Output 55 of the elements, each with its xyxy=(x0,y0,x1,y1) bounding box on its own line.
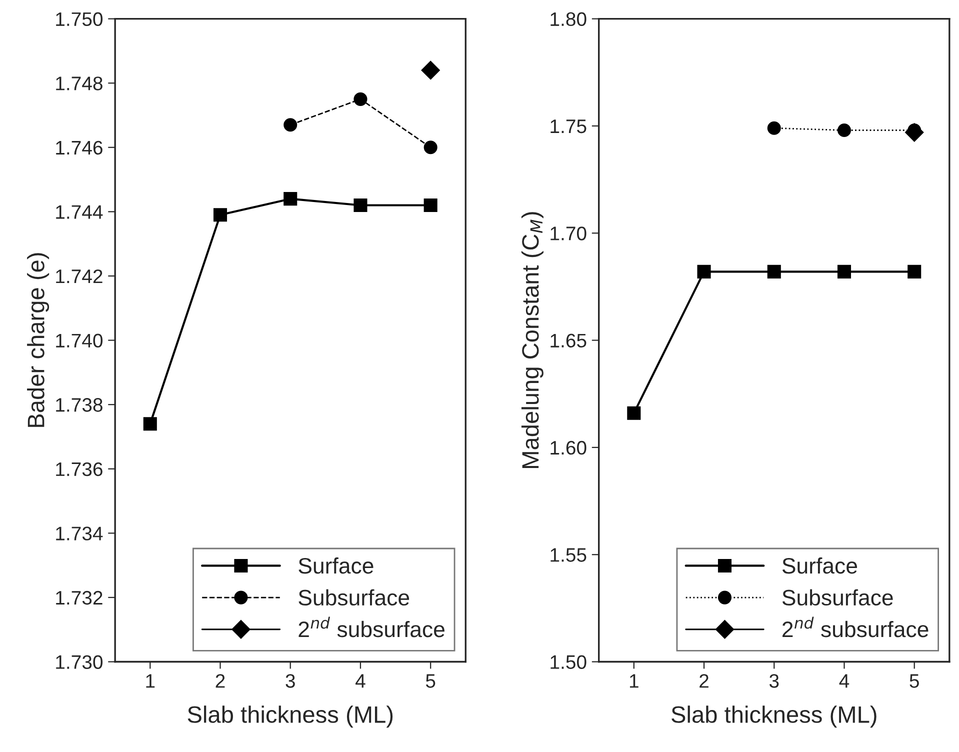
point xyxy=(424,198,438,212)
x-tick-label: 1 xyxy=(630,674,638,688)
y-tick-label: 1.734 xyxy=(56,526,103,540)
x-tick-label: 2 xyxy=(700,674,708,688)
y-tick-label: 1.732 xyxy=(56,590,102,605)
y-tick-label: 1.736 xyxy=(56,462,102,476)
legend-label: Subsurface xyxy=(298,589,410,606)
x-axis-title: Slab thickness (ML) xyxy=(672,706,876,728)
point xyxy=(837,123,852,138)
point xyxy=(284,118,298,132)
point xyxy=(697,264,711,278)
y-tick-label: 1.80 xyxy=(550,12,586,26)
x-tick-label: 1 xyxy=(146,674,155,688)
x-tick-label: 3 xyxy=(286,674,295,688)
point xyxy=(213,208,228,222)
y-tick-label: 1.740 xyxy=(56,334,103,348)
y-tick-label: 1.55 xyxy=(550,548,586,562)
y-tick-label: 1.70 xyxy=(550,226,586,240)
y-tick-label: 1.730 xyxy=(56,655,103,669)
x-tick-label: 4 xyxy=(839,674,850,688)
y-tick-label: 1.50 xyxy=(550,655,586,669)
point xyxy=(143,417,157,431)
point xyxy=(354,92,368,106)
y-tick-label: 1.744 xyxy=(56,205,103,219)
x-tick-label: 2 xyxy=(216,674,225,688)
point xyxy=(767,121,781,135)
point xyxy=(627,406,641,420)
y-tick-label: 1.65 xyxy=(550,334,586,348)
point xyxy=(837,264,852,278)
point xyxy=(904,123,924,142)
y-tick-label: 1.746 xyxy=(56,140,102,155)
point xyxy=(767,264,781,278)
point xyxy=(908,264,922,278)
y-tick-label: 1.60 xyxy=(550,440,586,455)
legend-label: Subsurface xyxy=(782,589,893,606)
y-tick-label: 1.75 xyxy=(550,120,586,134)
x-tick-label: 3 xyxy=(769,674,779,688)
legend-label: Surface xyxy=(298,557,374,574)
point xyxy=(424,140,438,154)
y-tick-label: 1.742 xyxy=(56,269,102,284)
legend-label: Surface xyxy=(782,557,858,574)
y-tick-label: 1.750 xyxy=(56,12,103,26)
y-tick-label: 1.738 xyxy=(56,398,102,412)
x-axis-title: Slab thickness (ML) xyxy=(188,706,393,728)
point xyxy=(284,192,298,206)
x-tick-label: 5 xyxy=(910,674,919,688)
y-tick-label: 1.748 xyxy=(56,76,102,90)
y-axis-title: Bader charge (e) xyxy=(27,253,50,427)
x-tick-label: 5 xyxy=(426,674,436,688)
legend-label: 2$^{nd}$ subsurface xyxy=(298,616,444,638)
y-axis-title: Madelung Constant (C$_{M}$) xyxy=(521,212,544,468)
point xyxy=(354,198,368,212)
legend-label: 2$^{nd}$ subsurface xyxy=(782,616,928,638)
x-tick-label: 4 xyxy=(356,674,366,688)
point xyxy=(421,60,440,80)
